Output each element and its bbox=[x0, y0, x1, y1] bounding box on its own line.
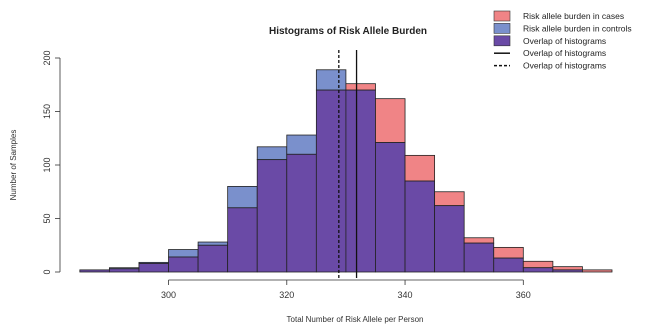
bar-overlap-365 bbox=[552, 269, 583, 273]
bar-excess-310 bbox=[227, 185, 258, 209]
bar-overlap-340 bbox=[404, 180, 436, 273]
bar-excess-315 bbox=[256, 146, 288, 161]
legend-swatch-2 bbox=[493, 35, 511, 47]
bar-excess-355 bbox=[493, 246, 524, 259]
x-tick-label-340: 340 bbox=[398, 290, 413, 300]
bar-overlap-300 bbox=[168, 256, 199, 273]
bar-excess-305 bbox=[197, 241, 229, 246]
bar-excess-300 bbox=[168, 249, 199, 258]
x-tick-label-320: 320 bbox=[279, 290, 294, 300]
chart-title: Histograms of Risk Allele Burden bbox=[269, 26, 427, 37]
bar-excess-325 bbox=[315, 69, 347, 91]
vertical-lines-group bbox=[338, 50, 358, 278]
bar-overlap-320 bbox=[286, 153, 317, 273]
y-tick-label-200: 200 bbox=[42, 50, 52, 65]
bar-excess-360 bbox=[522, 260, 554, 269]
axes-group: 300 320 340 360 0 50 100 150 200 bbox=[42, 50, 531, 300]
bar-overlap-350 bbox=[463, 242, 495, 273]
bar-overlap-360 bbox=[522, 267, 554, 273]
bar-overlap-315 bbox=[256, 159, 288, 273]
bar-overlap-295 bbox=[138, 263, 169, 273]
bar-overlap-305 bbox=[197, 244, 229, 273]
bar-excess-335 bbox=[375, 98, 406, 143]
x-tick-label-300: 300 bbox=[161, 290, 176, 300]
bar-overlap-345 bbox=[434, 205, 465, 273]
bar-overlap-330 bbox=[345, 89, 376, 273]
bar-excess-370 bbox=[582, 269, 613, 273]
x-axis-title: Total Number of Risk Allele per Person bbox=[287, 315, 424, 324]
bar-excess-345 bbox=[434, 191, 465, 207]
y-axis-title: Number of Samples bbox=[9, 130, 18, 201]
bar-overlap-335 bbox=[375, 142, 406, 273]
legend-label-0: Risk allele burden in cases bbox=[523, 11, 624, 21]
bar-excess-330 bbox=[345, 83, 376, 91]
bar-overlap-310 bbox=[227, 207, 258, 273]
bars-group bbox=[79, 69, 613, 273]
legend-label-2: Overlap of histograms bbox=[523, 36, 606, 46]
legend-swatch-1 bbox=[493, 23, 511, 34]
bar-excess-340 bbox=[404, 154, 436, 182]
y-tick-label-100: 100 bbox=[42, 157, 52, 172]
bar-overlap-285 bbox=[79, 269, 110, 273]
bar-overlap-355 bbox=[493, 257, 524, 273]
bar-excess-320 bbox=[286, 134, 317, 155]
y-tick-label-0: 0 bbox=[42, 269, 52, 274]
legend-label-3: Overlap of histograms bbox=[523, 48, 606, 58]
legend-swatch-0 bbox=[493, 10, 511, 22]
bar-overlap-325 bbox=[315, 89, 347, 273]
bar-excess-350 bbox=[463, 237, 495, 244]
y-tick-label-50: 50 bbox=[42, 213, 52, 223]
legend: Risk allele burden in cases Risk allele b… bbox=[493, 10, 632, 71]
bar-excess-365 bbox=[552, 266, 583, 271]
bar-overlap-290 bbox=[108, 268, 140, 273]
legend-label-1: Risk allele burden in controls bbox=[523, 23, 632, 33]
y-tick-label-150: 150 bbox=[42, 104, 52, 119]
legend-label-4: Overlap of histograms bbox=[523, 61, 606, 71]
x-tick-label-360: 360 bbox=[516, 290, 531, 300]
